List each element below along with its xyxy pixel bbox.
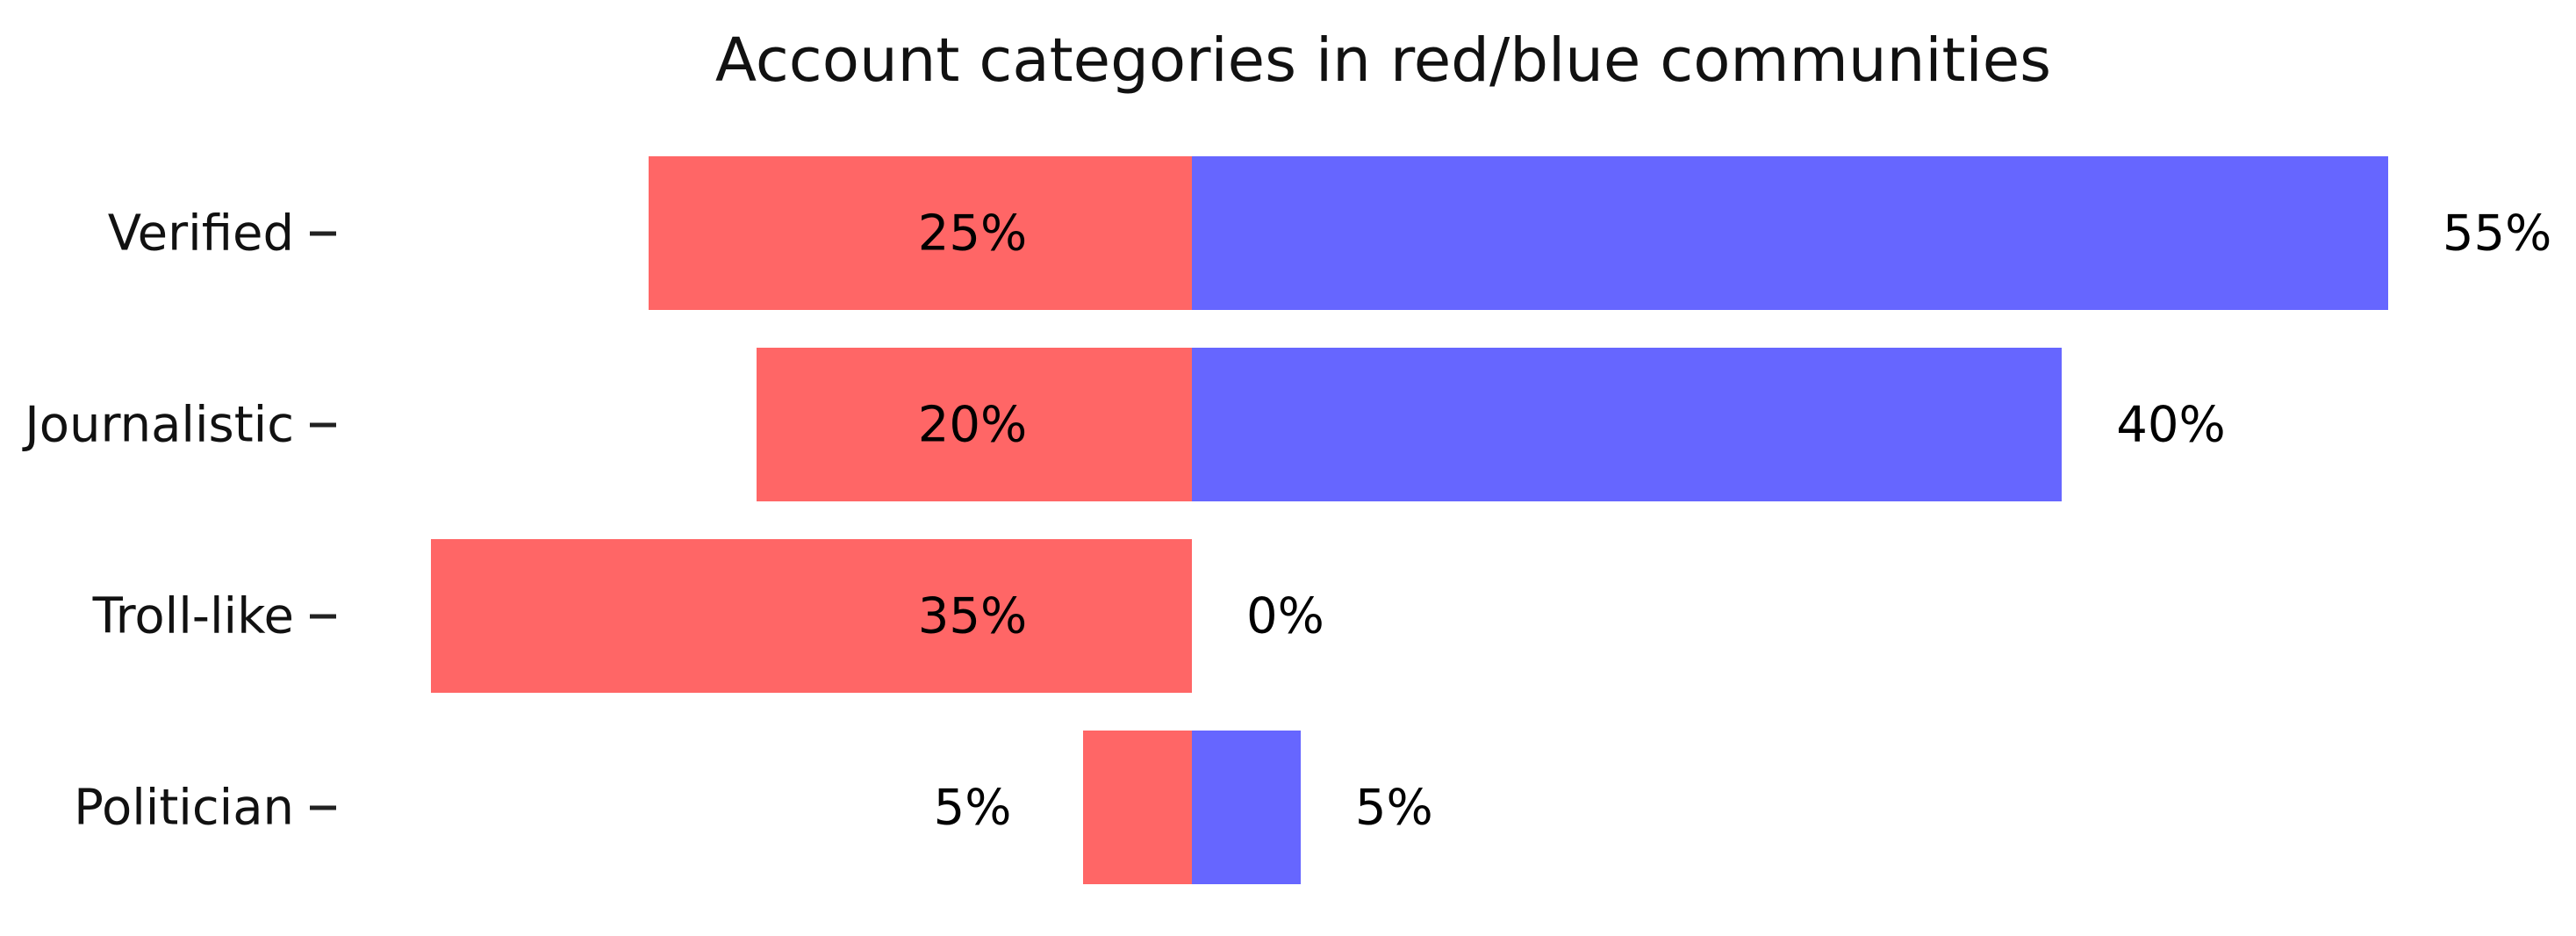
blue-value-label: 55% (2442, 205, 2552, 262)
blue-community-bar (1192, 731, 1301, 884)
bar-row: Verified 25% 55% (0, 156, 2576, 310)
red-community-bar (757, 348, 1192, 501)
y-tick-mark (310, 422, 336, 427)
red-value-label: 25% (917, 205, 1028, 262)
blue-value-label: 5% (1354, 779, 1433, 836)
category-label: Journalistic (25, 396, 294, 453)
chart-title: Account categories in red/blue communiti… (714, 25, 2052, 96)
red-value-label: 20% (917, 396, 1028, 453)
y-tick-mark (310, 805, 336, 810)
red-community-bar (430, 539, 1192, 693)
y-tick-mark (310, 614, 336, 618)
red-community-bar (648, 156, 1192, 310)
category-label: Verified (107, 205, 294, 262)
red-value-label: 35% (917, 587, 1028, 644)
bar-row: Politician 5% 5% (0, 731, 2576, 884)
category-label: Politician (74, 779, 294, 836)
category-label: Troll-like (92, 587, 294, 644)
red-community-bar (1083, 731, 1192, 884)
red-value-label: 5% (933, 779, 1012, 836)
blue-value-label: 0% (1246, 587, 1324, 644)
blue-community-bar (1192, 156, 2388, 310)
y-tick-mark (310, 231, 336, 235)
blue-community-bar (1192, 348, 2063, 501)
blue-value-label: 40% (2116, 396, 2226, 453)
bar-row: Journalistic 20% 40% (0, 348, 2576, 501)
bar-row: Troll-like 35% 0% (0, 539, 2576, 693)
